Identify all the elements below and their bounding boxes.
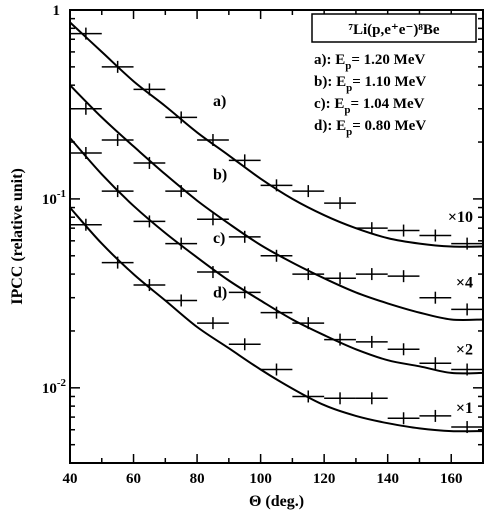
data-point [260, 249, 293, 262]
data-point [355, 222, 388, 235]
multiplier-label: ×2 [456, 341, 473, 358]
x-tick-label: 80 [190, 471, 205, 487]
data-point [324, 197, 356, 210]
data-point [355, 392, 388, 405]
data-point [387, 224, 420, 237]
data-point [387, 343, 420, 356]
plot-frame [69, 9, 484, 464]
data-point [165, 111, 198, 124]
series-label: c) [213, 230, 225, 247]
data-point [387, 270, 420, 283]
data-point [324, 392, 356, 405]
legend-title: ⁷Li(p,e⁺e⁻)⁸Be [348, 22, 439, 38]
y-tick-label: 10-1 [42, 188, 66, 208]
data-point [419, 291, 452, 304]
x-tick-label: 160 [440, 471, 463, 487]
data-point [228, 230, 261, 243]
data-point [419, 357, 452, 370]
data-point [419, 229, 452, 242]
data-point [197, 266, 229, 279]
points-layer [70, 27, 483, 434]
legend-entry: b): Ep= 1.10 MeV [314, 74, 426, 94]
data-point [133, 215, 166, 228]
x-axis-title: Θ (deg.) [249, 493, 304, 510]
series-label: b) [213, 166, 227, 183]
data-point [228, 338, 261, 351]
x-tick-label: 40 [63, 471, 78, 487]
data-point [197, 213, 229, 226]
data-point [228, 286, 261, 299]
y-axis-title: IPCC (relative unit) [9, 168, 26, 305]
data-point [355, 335, 388, 348]
data-point [101, 256, 134, 269]
data-point [70, 146, 102, 159]
legend-entry: c): Ep= 1.04 MeV [314, 96, 425, 116]
data-point [292, 185, 325, 198]
legend-entry: d): Ep= 0.80 MeV [314, 118, 426, 138]
x-tick-label: 60 [126, 471, 141, 487]
plot-frame-layer [69, 9, 484, 464]
multiplier-label: ×1 [456, 400, 473, 417]
fit-curve-4 [69, 206, 484, 433]
data-point [451, 421, 483, 434]
data-point [292, 268, 325, 281]
data-point [324, 272, 356, 285]
data-point [355, 268, 388, 281]
x-tick-label: 100 [249, 471, 272, 487]
x-tick-label: 120 [313, 471, 336, 487]
data-point [228, 154, 261, 167]
data-point [260, 306, 293, 319]
series-label: a) [213, 93, 226, 110]
data-point [387, 412, 420, 425]
legend-title-box [311, 13, 477, 43]
y-tick-label: 1 [53, 3, 61, 19]
data-point [292, 317, 325, 330]
x-tick-label: 140 [376, 471, 399, 487]
multiplier-label: ×10 [448, 209, 473, 226]
data-point [451, 237, 483, 250]
data-point [165, 237, 198, 250]
series-label: d) [213, 284, 227, 301]
data-point [197, 317, 229, 330]
data-point [324, 333, 356, 346]
data-point [70, 27, 102, 40]
data-point [101, 185, 134, 198]
data-point [133, 83, 166, 96]
data-point [165, 294, 198, 307]
data-point [133, 156, 166, 169]
data-point [197, 134, 229, 147]
data-point [70, 102, 102, 115]
data-point [101, 60, 134, 73]
data-point [165, 185, 198, 198]
data-point [451, 303, 483, 316]
data-point [260, 363, 293, 376]
data-point [260, 179, 293, 192]
data-point [451, 363, 483, 376]
data-point [133, 279, 166, 292]
y-tick-label: 10-2 [42, 377, 67, 397]
data-point [101, 134, 134, 147]
labels-layer: a) ×10 b) ×4 c) ×2 d) ×1 [213, 93, 473, 417]
multiplier-label: ×4 [456, 275, 473, 292]
data-point [70, 218, 102, 231]
data-point [292, 390, 325, 403]
data-point [419, 409, 452, 422]
legend-entry: a): Ep= 1.20 MeV [314, 52, 425, 72]
